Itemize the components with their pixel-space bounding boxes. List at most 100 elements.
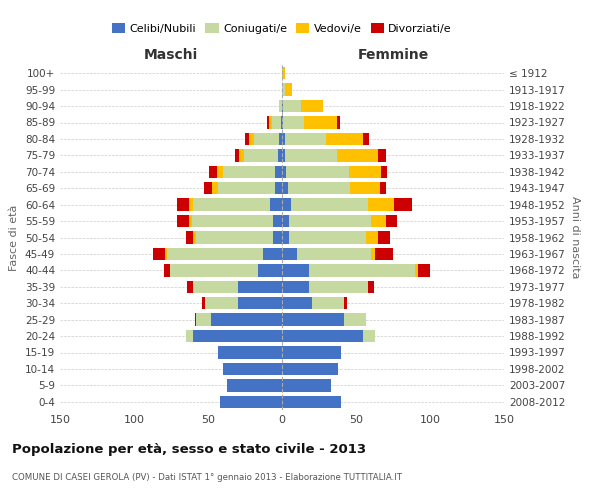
Bar xyxy=(308,280,368,293)
Bar xyxy=(279,100,282,112)
Bar xyxy=(164,264,170,276)
Bar xyxy=(282,182,288,194)
Bar xyxy=(275,166,282,178)
Bar xyxy=(301,100,323,112)
Bar xyxy=(186,330,193,342)
Bar xyxy=(238,280,282,293)
Bar xyxy=(267,116,269,128)
Bar xyxy=(337,116,340,128)
Bar xyxy=(282,116,283,128)
Bar xyxy=(364,330,375,342)
Bar xyxy=(202,297,205,310)
Bar xyxy=(167,248,263,260)
Bar xyxy=(297,248,371,260)
Y-axis label: Anni di nascita: Anni di nascita xyxy=(569,196,580,279)
Bar xyxy=(281,116,282,128)
Bar xyxy=(211,314,282,326)
Bar xyxy=(270,198,282,211)
Bar xyxy=(288,182,350,194)
Bar xyxy=(196,314,211,326)
Bar xyxy=(220,396,282,408)
Bar xyxy=(193,198,270,211)
Bar xyxy=(282,314,344,326)
Bar xyxy=(193,330,282,342)
Bar xyxy=(371,215,386,227)
Bar xyxy=(282,297,311,310)
Bar xyxy=(415,264,418,276)
Bar xyxy=(194,314,196,326)
Bar xyxy=(381,166,387,178)
Bar xyxy=(192,215,273,227)
Bar xyxy=(273,215,282,227)
Bar xyxy=(378,232,390,243)
Bar xyxy=(223,166,275,178)
Bar xyxy=(244,149,278,162)
Bar xyxy=(282,280,308,293)
Bar xyxy=(227,379,282,392)
Bar xyxy=(283,100,301,112)
Bar xyxy=(239,149,244,162)
Bar xyxy=(304,116,337,128)
Bar xyxy=(273,232,282,243)
Bar xyxy=(282,264,308,276)
Legend: Celibi/Nubili, Coniugati/e, Vedovi/e, Divorziati/e: Celibi/Nubili, Coniugati/e, Vedovi/e, Di… xyxy=(107,19,457,38)
Bar xyxy=(367,232,378,243)
Bar xyxy=(386,215,397,227)
Text: Maschi: Maschi xyxy=(144,48,198,62)
Bar xyxy=(371,248,375,260)
Bar xyxy=(282,346,341,358)
Bar xyxy=(289,232,367,243)
Bar xyxy=(203,182,212,194)
Bar xyxy=(344,314,367,326)
Bar xyxy=(193,232,196,243)
Bar xyxy=(285,149,337,162)
Bar xyxy=(394,198,412,211)
Bar xyxy=(282,149,285,162)
Bar xyxy=(275,182,282,194)
Text: COMUNE DI CASEI GEROLA (PV) - Dati ISTAT 1° gennaio 2013 - Elaborazione TUTTITAL: COMUNE DI CASEI GEROLA (PV) - Dati ISTAT… xyxy=(12,472,402,482)
Bar xyxy=(380,182,386,194)
Text: Femmine: Femmine xyxy=(358,48,428,62)
Bar xyxy=(378,149,386,162)
Bar xyxy=(205,297,238,310)
Bar xyxy=(186,232,193,243)
Bar xyxy=(364,133,370,145)
Bar xyxy=(282,379,331,392)
Bar xyxy=(282,330,364,342)
Bar xyxy=(282,133,285,145)
Bar xyxy=(282,215,289,227)
Bar xyxy=(170,264,259,276)
Bar xyxy=(165,248,167,260)
Bar xyxy=(189,215,192,227)
Bar xyxy=(235,149,239,162)
Bar xyxy=(418,264,430,276)
Bar xyxy=(308,264,415,276)
Bar xyxy=(193,280,238,293)
Bar xyxy=(282,232,289,243)
Bar xyxy=(278,149,282,162)
Bar xyxy=(263,248,282,260)
Bar xyxy=(177,215,189,227)
Bar xyxy=(282,100,283,112)
Bar xyxy=(218,182,275,194)
Bar xyxy=(289,215,371,227)
Bar xyxy=(245,133,250,145)
Bar xyxy=(285,133,326,145)
Bar xyxy=(189,198,193,211)
Bar xyxy=(283,116,304,128)
Bar xyxy=(350,182,380,194)
Bar xyxy=(259,264,282,276)
Bar xyxy=(286,166,349,178)
Bar xyxy=(187,280,193,293)
Bar xyxy=(344,297,347,310)
Bar xyxy=(291,198,368,211)
Bar xyxy=(254,133,279,145)
Bar xyxy=(368,280,374,293)
Bar xyxy=(282,198,291,211)
Bar xyxy=(177,198,189,211)
Bar xyxy=(282,166,286,178)
Bar xyxy=(375,248,393,260)
Bar xyxy=(223,363,282,375)
Y-axis label: Fasce di età: Fasce di età xyxy=(10,204,19,270)
Text: Popolazione per età, sesso e stato civile - 2013: Popolazione per età, sesso e stato civil… xyxy=(12,442,366,456)
